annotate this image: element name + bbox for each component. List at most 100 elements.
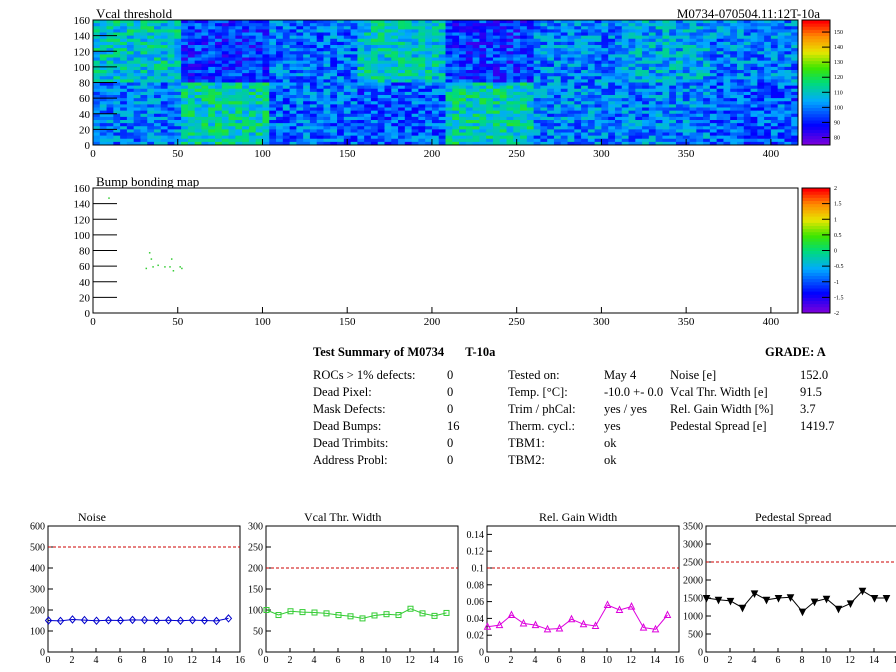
heatmap-cell	[621, 54, 629, 58]
heatmap-cell	[113, 85, 121, 90]
heatmap-cell	[364, 129, 372, 133]
heatmap-cell	[574, 63, 582, 68]
heatmap-cell	[289, 95, 297, 99]
roc-y-tick-label: 500	[30, 543, 45, 554]
map-y-tick-label: 0	[85, 140, 91, 152]
heatmap-cell	[248, 91, 257, 96]
heatmap-cell	[330, 95, 338, 99]
palette-swatch	[802, 228, 830, 233]
heatmap-cell	[743, 54, 751, 58]
heatmap-cell	[777, 126, 785, 130]
heatmap-cell	[438, 23, 446, 27]
heatmap-cell	[743, 76, 751, 80]
heatmap-cell	[201, 57, 209, 62]
heatmap-cell	[655, 113, 663, 118]
heatmap-cell	[269, 91, 277, 96]
palette-swatch	[802, 132, 830, 137]
heatmap-cell	[547, 26, 555, 30]
heatmap-cell	[574, 113, 582, 118]
heatmap-cell	[452, 41, 460, 46]
heatmap-cell	[791, 123, 799, 127]
heatmap-cell	[499, 70, 507, 74]
heatmap-cell	[357, 98, 365, 102]
heatmap-cell	[526, 51, 535, 55]
heatmap-cell	[269, 138, 277, 143]
heatmap-cell	[343, 76, 351, 80]
heatmap-cell	[587, 135, 596, 140]
heatmap-cell	[553, 41, 562, 46]
heatmap-cell	[404, 138, 413, 143]
heatmap-cell	[316, 85, 324, 90]
heatmap-cell	[784, 32, 792, 37]
heatmap-cell	[228, 107, 236, 112]
heatmap-cell	[289, 82, 297, 87]
heatmap-cell	[99, 63, 107, 68]
heatmap-cell	[181, 73, 189, 77]
heatmap-cell	[289, 26, 297, 30]
heatmap-cell	[479, 51, 487, 55]
heatmap-cell	[343, 88, 351, 93]
heatmap-cell	[411, 60, 419, 65]
heatmap-cell	[160, 104, 168, 108]
heatmap-cell	[791, 29, 799, 33]
heatmap-cell	[628, 120, 636, 124]
heatmap-cell	[465, 104, 474, 108]
heatmap-cell	[764, 98, 772, 102]
heatmap-cell	[764, 82, 772, 87]
heatmap-cell	[377, 123, 385, 127]
roc-x-tick-label: 4	[312, 655, 317, 666]
heatmap-cell	[194, 107, 202, 112]
map-y-tick-label: 60	[79, 93, 91, 105]
heatmap-cell	[309, 54, 318, 58]
heatmap-cell	[404, 23, 413, 27]
heatmap-cell	[282, 135, 290, 140]
heatmap-cell	[438, 20, 446, 24]
heatmap-cell	[140, 138, 148, 143]
palette-tick-label: 80	[834, 135, 840, 141]
heatmap-cell	[520, 66, 528, 71]
heatmap-cell	[276, 138, 284, 143]
heatmap-cell	[567, 120, 575, 124]
heatmap-cell	[235, 104, 243, 108]
heatmap-cell	[140, 45, 148, 49]
heatmap-cell	[438, 107, 446, 112]
heatmap-cell	[404, 104, 413, 108]
heatmap-cell	[682, 20, 690, 24]
heatmap-cell	[689, 73, 697, 77]
heatmap-cell	[574, 45, 582, 49]
heatmap-cell	[140, 48, 148, 52]
heatmap-cell	[547, 57, 555, 62]
heatmap-cell	[289, 129, 297, 133]
heatmap-cell	[194, 132, 202, 137]
heatmap-cell	[560, 82, 568, 87]
heatmap-cell	[201, 98, 209, 102]
heatmap-cell	[201, 123, 209, 127]
heatmap-cell	[181, 138, 189, 143]
heatmap-cell	[499, 35, 507, 40]
heatmap-cell	[594, 132, 602, 137]
heatmap-cell	[187, 54, 196, 58]
roc-data-point	[323, 610, 330, 617]
heatmap-cell	[194, 41, 202, 46]
heatmap-cell	[520, 82, 528, 87]
heatmap-cell	[465, 60, 474, 65]
heatmap-cell	[106, 138, 114, 143]
heatmap-cell	[669, 141, 677, 146]
heatmap-cell	[743, 129, 751, 133]
heatmap-cell	[167, 95, 175, 99]
heatmap-cell	[696, 26, 704, 30]
heatmap-cell	[560, 32, 568, 37]
heatmap-cell	[743, 123, 751, 127]
heatmap-cell	[574, 60, 582, 65]
heatmap-cell	[282, 29, 290, 33]
heatmap-cell	[303, 129, 311, 133]
heatmap-cell	[235, 120, 243, 124]
heatmap-cell	[513, 85, 521, 90]
heatmap-cell	[147, 120, 155, 124]
heatmap-cell	[452, 129, 460, 133]
heatmap-cell	[614, 38, 623, 43]
heatmap-cell	[228, 79, 236, 83]
heatmap-cell	[730, 113, 738, 118]
heatmap-cell	[736, 54, 745, 58]
heatmap-cell	[221, 57, 229, 62]
